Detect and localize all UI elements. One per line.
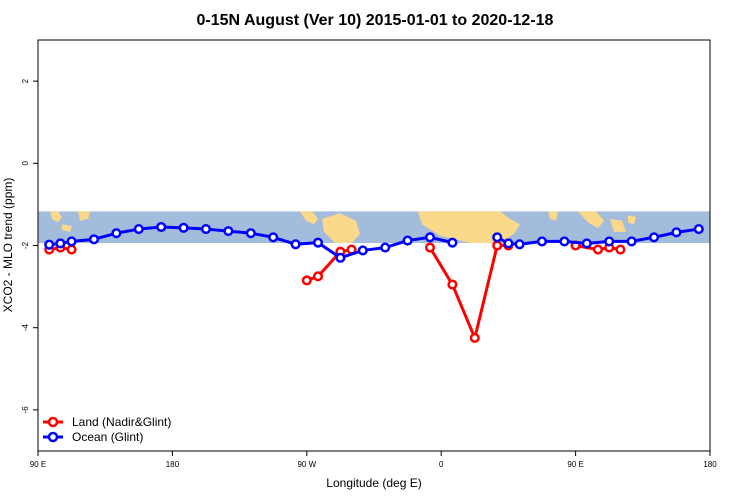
series-ocean-point	[671, 227, 682, 238]
series-ocean-point	[66, 236, 77, 247]
series-ocean-point	[492, 232, 503, 243]
land-shape	[548, 211, 558, 221]
x-axis: 90 E 180 90 W 0 90 E 180	[30, 451, 717, 469]
y-tick-label: 2	[21, 78, 30, 83]
series-ocean-point	[626, 236, 637, 247]
series-ocean-point	[514, 239, 525, 250]
legend-label-land: Land (Nadir&Glint)	[72, 415, 171, 429]
land-shape	[50, 211, 62, 223]
series-ocean-point	[111, 228, 122, 239]
x-tick-label: 90 E	[30, 460, 46, 469]
series-ocean-point	[581, 238, 592, 249]
series-land-point	[66, 244, 77, 255]
series-ocean-point	[55, 238, 66, 249]
legend-swatch-ocean-marker	[47, 431, 59, 443]
series-land-line	[428, 244, 509, 340]
land-shape	[578, 211, 604, 229]
land-shape	[322, 213, 360, 244]
x-tick-label: 90 W	[297, 460, 316, 469]
x-tick-label: 0	[439, 460, 444, 469]
series-ocean-point	[133, 224, 144, 235]
series-land-point	[615, 244, 626, 255]
series-ocean-point	[312, 237, 324, 248]
series-land-point	[592, 244, 604, 255]
series-ocean-point	[178, 222, 189, 233]
land-shape	[628, 215, 636, 225]
series-ocean-point	[156, 221, 167, 233]
series-ocean-point	[536, 236, 548, 247]
series-land-point	[447, 279, 458, 290]
x-axis-label: Longitude (deg E)	[326, 476, 421, 490]
legend-swatch-land-marker	[47, 416, 59, 428]
series-ocean-point	[335, 252, 346, 263]
y-tick-label: -6	[21, 406, 30, 414]
x-tick-label: 90 E	[567, 460, 583, 469]
x-tick-label: 180	[166, 460, 180, 469]
series-ocean-point	[693, 224, 704, 235]
y-axis: 2 0 -2 -4 -6	[21, 78, 38, 413]
legend: Land (Nadir&Glint) Ocean (Glint)	[43, 415, 171, 444]
series-land-point	[301, 275, 312, 286]
series-ocean-point	[559, 236, 570, 247]
legend-item-land: Land (Nadir&Glint)	[43, 415, 171, 429]
series-ocean-point	[648, 232, 660, 243]
land-shape	[300, 211, 318, 225]
y-tick-label: -4	[21, 324, 30, 332]
series-ocean-point	[424, 232, 436, 243]
series-ocean-point	[380, 242, 391, 253]
series-ocean	[44, 221, 704, 263]
series-ocean-point	[290, 239, 301, 250]
series-ocean-point	[604, 236, 615, 247]
series-ocean-point	[268, 232, 279, 243]
series-land-point	[312, 271, 324, 282]
series-land-point	[492, 240, 503, 251]
y-axis-label: XCO2 - MLO trend (ppm)	[1, 178, 15, 313]
chart-title: 0-15N August (Ver 10) 2015-01-01 to 2020…	[197, 12, 554, 29]
series-ocean-point	[88, 234, 100, 245]
series-ocean-point	[402, 235, 413, 246]
x-tick-label: 180	[703, 460, 717, 469]
series-ocean-point	[245, 228, 256, 239]
series-land-line	[306, 248, 352, 282]
legend-item-ocean: Ocean (Glint)	[43, 430, 143, 444]
series-ocean-point	[503, 238, 514, 249]
y-tick-label: 0	[21, 161, 30, 166]
series-land	[44, 240, 626, 344]
legend-label-ocean: Ocean (Glint)	[72, 430, 143, 444]
land-shape	[78, 211, 90, 221]
y-tick-label: -2	[21, 241, 30, 249]
series-ocean-point	[447, 237, 458, 248]
series-land-point	[424, 242, 436, 253]
series-ocean-point	[357, 245, 368, 256]
series-ocean-point	[200, 224, 212, 235]
series-ocean-point	[44, 239, 55, 250]
series-ocean-point	[223, 226, 234, 237]
land-shape	[62, 224, 72, 232]
series-layer	[44, 221, 704, 344]
series-land-point	[469, 332, 480, 344]
land-shape	[610, 218, 626, 232]
